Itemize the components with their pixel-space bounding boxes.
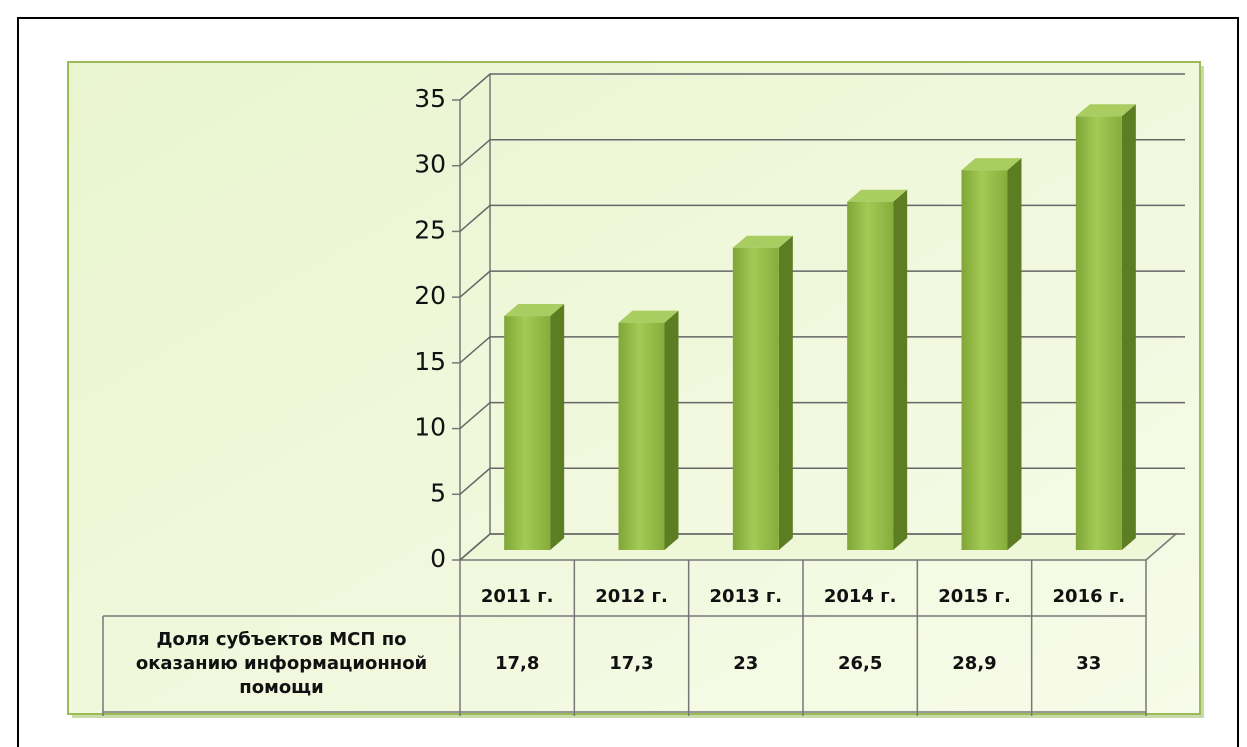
data-label: 26,5 [837, 653, 883, 674]
bar [618, 322, 665, 550]
y-tick-label: 20 [414, 281, 446, 310]
x-tick-label: 2013 г. [709, 586, 783, 607]
data-label: 33 [1076, 653, 1102, 674]
data-label: 17,8 [494, 653, 540, 674]
y-tick-label: 30 [414, 150, 446, 179]
data-label: 28,9 [952, 653, 997, 674]
bar-top [961, 158, 1022, 171]
bar-side [778, 235, 793, 550]
bar-top [732, 235, 793, 248]
x-tick-label: 2011 г. [480, 586, 554, 607]
x-tick-label: 2016 г. [1052, 586, 1126, 607]
bar-top [847, 189, 908, 202]
y-tick-label: 10 [414, 413, 446, 442]
bar-side [550, 304, 565, 550]
bar [504, 316, 551, 550]
series-name: Доля субъектов МСП по оказанию информаци… [135, 629, 428, 698]
bar-side [893, 189, 908, 550]
x-tick-label: 2015 г. [938, 586, 1011, 607]
grid-line [459, 73, 1185, 101]
y-tick-label: 25 [414, 215, 446, 244]
bar-top [1075, 104, 1136, 117]
data-label: 23 [733, 653, 759, 674]
bar [961, 170, 1008, 550]
grid-line [459, 467, 1185, 495]
grid-line [459, 138, 1185, 167]
grid-line [459, 270, 1185, 298]
bar-side [1121, 104, 1136, 551]
bar-side [664, 310, 679, 550]
grid-line [459, 401, 1185, 430]
x-tick-label: 2012 г. [595, 586, 668, 607]
frame [17, 17, 1239, 747]
y-tick-label: 5 [430, 478, 446, 507]
grid-line [459, 204, 1185, 232]
y-tick-label: 35 [414, 84, 446, 113]
y-tick-label: 0 [430, 544, 446, 573]
bar-top [618, 310, 679, 323]
grid-line [459, 336, 1185, 364]
bar [1075, 116, 1122, 551]
grid-line [459, 533, 1185, 561]
data-label: 17,3 [609, 653, 654, 674]
floor [457, 533, 1179, 561]
bar-top [504, 304, 565, 317]
bar [732, 247, 779, 550]
x-tick-label: 2014 г. [823, 586, 897, 607]
y-tick-label: 15 [414, 347, 446, 376]
bar-side [1007, 158, 1022, 550]
bar [847, 201, 894, 550]
